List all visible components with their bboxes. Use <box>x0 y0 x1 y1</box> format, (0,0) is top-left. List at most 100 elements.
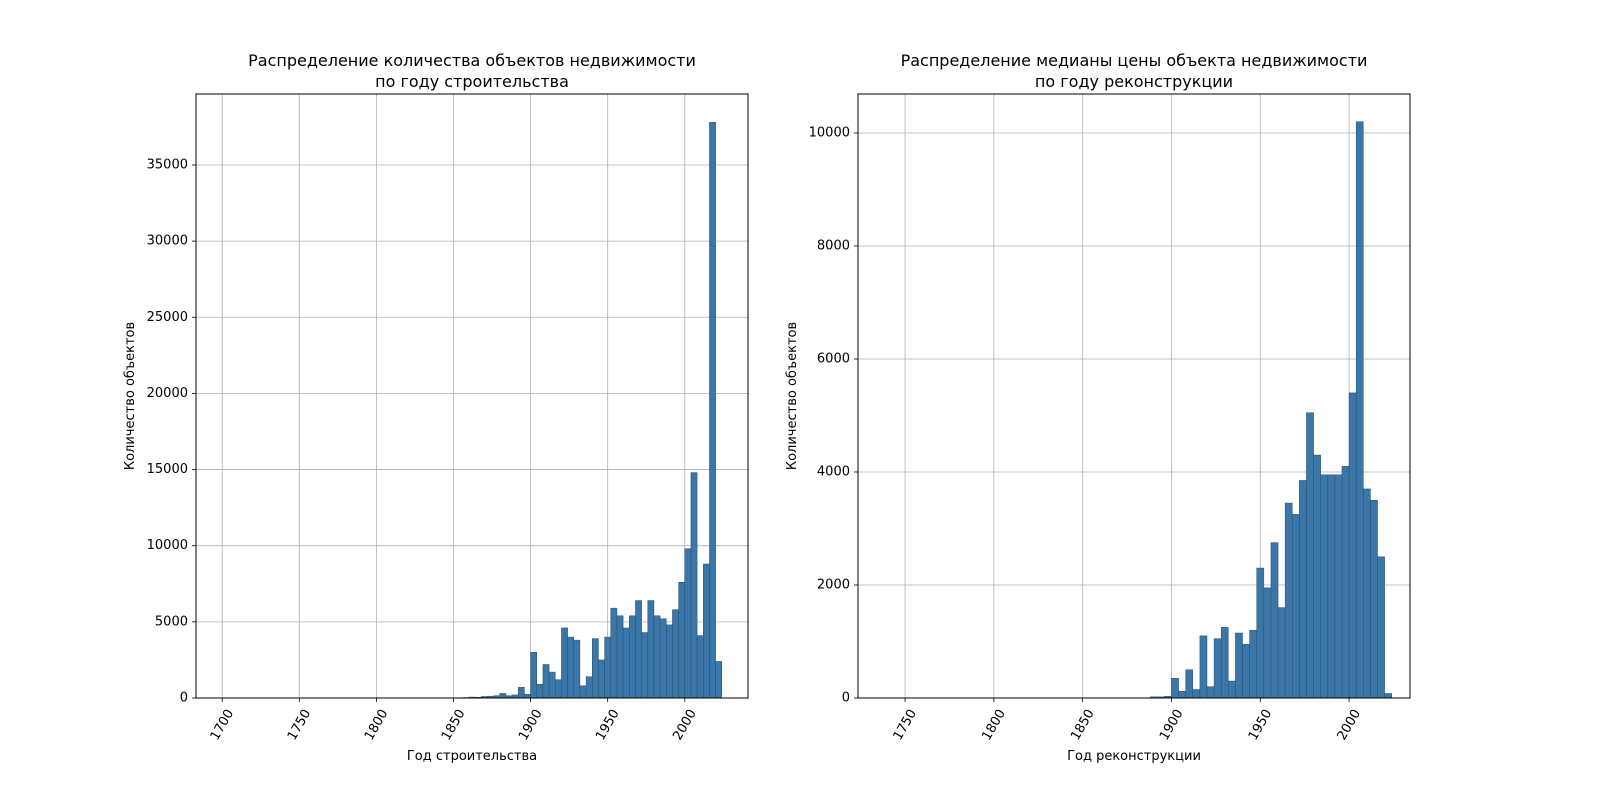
chart-title: Распределение количества объектов недвиж… <box>248 51 696 70</box>
chart-title: по году строительства <box>375 72 569 91</box>
bar <box>703 563 710 699</box>
bar <box>690 472 698 699</box>
bar <box>1206 686 1215 699</box>
bar <box>616 615 624 699</box>
y-axis-label: Количество объектов <box>123 322 138 470</box>
bar <box>678 582 686 699</box>
bar <box>1249 629 1257 699</box>
y-tick-label: 8000 <box>817 238 850 253</box>
bar <box>629 615 636 699</box>
bar <box>536 684 544 699</box>
y-tick-label: 20000 <box>147 386 188 401</box>
x-tick-label: 1850 <box>1068 707 1098 743</box>
bar <box>1192 689 1201 699</box>
bar <box>1284 502 1293 699</box>
bar <box>1377 556 1385 699</box>
bar <box>635 600 642 699</box>
bar <box>585 676 593 699</box>
x-tick-label: 1750 <box>285 707 315 743</box>
bar <box>709 122 716 699</box>
bar <box>1178 690 1186 699</box>
y-tick-label: 2000 <box>817 577 850 592</box>
bar <box>684 548 692 699</box>
bar <box>579 685 587 699</box>
bar <box>561 627 568 699</box>
y-axis-label: Количество объектов <box>785 322 800 470</box>
bar <box>1370 499 1378 699</box>
y-tick-label: 6000 <box>817 351 850 366</box>
y-tick-label: 4000 <box>817 464 850 479</box>
bar <box>542 664 550 699</box>
y-tick-label: 15000 <box>147 462 188 477</box>
bar <box>1235 632 1243 699</box>
bar <box>641 632 649 699</box>
x-tick-label: 2000 <box>1335 707 1365 743</box>
x-axis-label: Год реконструкции <box>1067 749 1201 764</box>
bar <box>622 627 630 699</box>
bar <box>518 687 525 699</box>
bar <box>1263 587 1272 699</box>
x-tick-label: 1850 <box>439 707 469 743</box>
x-tick-label: 1800 <box>979 707 1009 743</box>
bar <box>1171 677 1179 699</box>
bar <box>1228 680 1236 699</box>
bar <box>1220 627 1229 699</box>
x-tick-label: 1750 <box>891 707 921 743</box>
bar <box>1355 121 1364 699</box>
bar <box>499 693 507 699</box>
y-tick-label: 35000 <box>147 157 188 172</box>
chart-title: по году реконструкции <box>1035 72 1233 91</box>
bar <box>610 607 618 699</box>
bar <box>530 652 538 699</box>
x-tick-label: 1900 <box>1157 707 1187 743</box>
bar <box>1199 635 1208 699</box>
bar <box>1299 480 1307 699</box>
bar <box>1213 638 1222 699</box>
x-tick-label: 1950 <box>593 707 623 743</box>
bar <box>666 624 673 699</box>
bar <box>1341 466 1350 699</box>
y-tick-label: 10000 <box>147 538 188 553</box>
x-axis-label: Год строительства <box>407 749 537 764</box>
bar <box>1384 693 1392 699</box>
bar <box>1334 474 1343 699</box>
y-tick-label: 5000 <box>155 614 188 629</box>
bar <box>1277 607 1286 699</box>
bar <box>653 615 661 699</box>
bar <box>592 638 599 699</box>
x-tick-label: 1700 <box>208 707 238 743</box>
bar <box>555 679 562 699</box>
x-tick-label: 2000 <box>670 707 700 743</box>
x-tick-label: 1900 <box>516 707 546 743</box>
bar <box>1320 474 1329 699</box>
bar <box>573 639 581 699</box>
axes-frame <box>857 93 1411 699</box>
bar <box>1256 567 1265 699</box>
bar <box>1291 514 1300 699</box>
bar <box>647 600 655 699</box>
y-tick-label: 0 <box>180 691 188 706</box>
bar <box>1242 644 1250 699</box>
y-tick-label: 25000 <box>147 310 188 325</box>
y-tick-label: 0 <box>842 691 850 706</box>
bar <box>524 693 531 699</box>
bar <box>1327 474 1336 699</box>
bar <box>1185 669 1194 699</box>
bar <box>1348 392 1357 699</box>
bar <box>1363 488 1371 699</box>
bar <box>659 618 667 699</box>
bar <box>1313 454 1321 699</box>
bar <box>567 636 575 699</box>
y-tick-label: 10000 <box>809 125 850 140</box>
chart-title: Распределение медианы цены объекта недви… <box>901 51 1368 70</box>
x-tick-label: 1800 <box>362 707 392 743</box>
bar <box>548 671 556 699</box>
x-tick-label: 1950 <box>1246 707 1276 743</box>
bar <box>672 609 679 699</box>
axes-frame <box>195 93 749 699</box>
bar <box>715 661 723 699</box>
bar <box>1270 542 1279 699</box>
bar <box>1306 412 1314 699</box>
y-tick-label: 30000 <box>147 234 188 249</box>
